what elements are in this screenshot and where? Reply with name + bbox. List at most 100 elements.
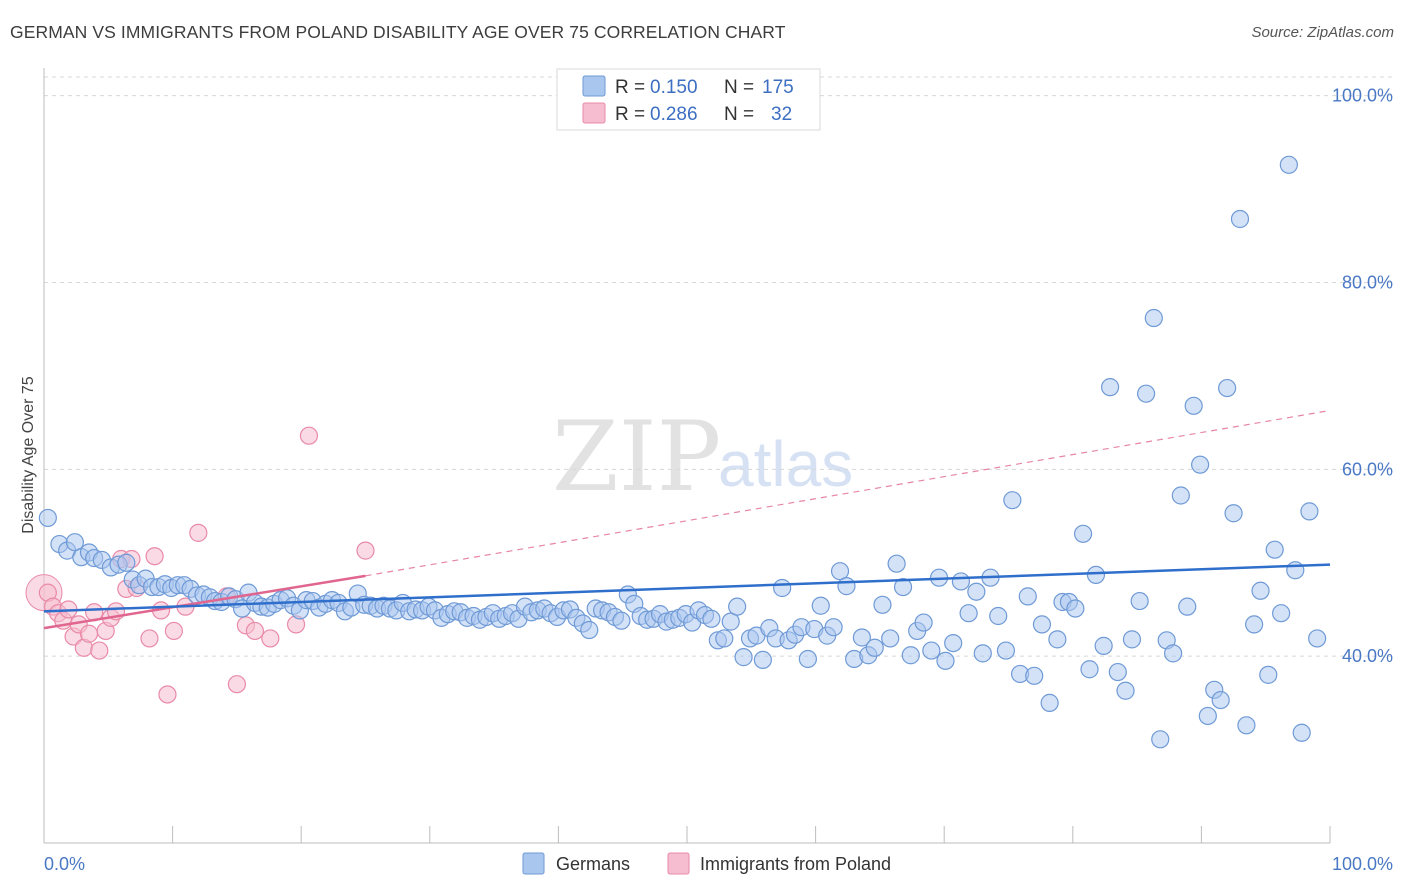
data-point-poland — [261, 629, 280, 648]
data-point-germans — [1066, 599, 1085, 618]
data-point-germans — [1094, 636, 1113, 655]
data-point-germans — [1211, 690, 1230, 710]
data-point-germans — [1218, 378, 1237, 398]
data-point-germans — [1178, 597, 1197, 616]
chart-title: GERMAN VS IMMIGRANTS FROM POLAND DISABIL… — [10, 22, 786, 42]
data-point-germans — [852, 628, 871, 647]
legend-r-value: 0.286 — [650, 104, 698, 125]
bottom-legend-swatch-germans — [522, 852, 545, 875]
data-point-germans — [1171, 486, 1190, 505]
y-tick-label: 40.0% — [1342, 646, 1393, 666]
data-point-germans — [1018, 587, 1037, 606]
legend-r-label: R = — [615, 77, 645, 98]
data-point-germans — [1237, 716, 1256, 735]
data-point-germans — [734, 648, 753, 667]
data-point-germans — [1151, 730, 1170, 749]
data-point-germans — [967, 582, 986, 601]
data-point-germans — [1191, 455, 1210, 474]
data-point-germans — [1003, 491, 1022, 510]
data-point-germans — [1259, 665, 1278, 684]
data-point-germans — [702, 609, 721, 628]
data-point-germans — [1130, 591, 1149, 611]
watermark-atlas: atlas — [718, 428, 853, 500]
germans-points — [38, 155, 1327, 749]
data-point-germans — [1086, 565, 1106, 585]
data-point-germans — [973, 644, 992, 663]
data-point-poland — [79, 624, 99, 643]
bottom-legend-germans: Germans — [556, 854, 630, 874]
watermark: ZIP atlas — [552, 401, 853, 513]
legend-n-label: N = — [724, 77, 754, 98]
data-point-germans — [753, 650, 772, 670]
trend-lines — [43, 409, 1331, 630]
data-point-germans — [887, 554, 906, 573]
data-point-germans — [1080, 660, 1099, 679]
data-point-germans — [1251, 581, 1270, 600]
x-tick-label: 100.0% — [1332, 854, 1393, 874]
watermark-zip: ZIP — [552, 401, 721, 513]
bottom-legend-poland: Immigrants from Poland — [700, 854, 891, 874]
data-point-germans — [1164, 644, 1183, 663]
axes — [43, 68, 1331, 844]
legend-r-label: R = — [615, 104, 645, 125]
data-point-germans — [1292, 723, 1311, 742]
legend-n-value: 32 — [771, 104, 792, 125]
data-point-germans — [1032, 615, 1052, 634]
legend-r-value: 0.150 — [650, 77, 698, 98]
data-point-germans — [1300, 502, 1319, 521]
data-point-germans — [1122, 630, 1142, 649]
data-point-poland — [227, 675, 246, 694]
data-point-germans — [936, 651, 955, 670]
data-point-germans — [1144, 308, 1163, 328]
data-point-germans — [873, 595, 892, 614]
data-point-germans — [837, 577, 856, 596]
data-point-germans — [38, 508, 57, 528]
data-point-germans — [1224, 504, 1243, 523]
data-point-poland — [90, 641, 109, 660]
legend-swatch-germans — [582, 75, 606, 97]
data-point-germans — [1048, 630, 1067, 649]
data-point-germans — [1308, 629, 1327, 648]
data-point-germans — [1025, 666, 1044, 685]
data-point-poland — [245, 621, 265, 641]
data-point-germans — [893, 577, 913, 597]
data-point-germans — [865, 638, 884, 657]
y-tick-label: 80.0% — [1342, 273, 1393, 293]
data-point-germans — [1184, 396, 1203, 415]
legend-swatch-poland — [582, 102, 606, 124]
data-point-germans — [1040, 693, 1059, 712]
data-point-germans — [798, 649, 817, 669]
data-point-germans — [1137, 384, 1156, 403]
data-point-poland — [356, 541, 375, 560]
y-axis-label: Disability Age Over 75 — [20, 376, 37, 534]
data-point-germans — [721, 612, 740, 631]
data-point-germans — [1279, 155, 1298, 174]
x-tick-label: 0.0% — [44, 854, 85, 874]
data-point-germans — [1230, 209, 1250, 229]
y-tick-label: 60.0% — [1342, 459, 1393, 479]
data-point-germans — [1286, 561, 1305, 580]
bottom-legend: Germans Immigrants from Poland — [522, 852, 891, 875]
data-point-germans — [1108, 662, 1127, 682]
data-point-poland — [145, 547, 164, 566]
data-point-germans — [773, 578, 792, 598]
data-point-germans — [914, 613, 933, 632]
data-point-germans — [830, 562, 850, 581]
data-point-germans — [1073, 524, 1093, 543]
data-point-germans — [715, 629, 734, 648]
data-point-germans — [580, 620, 599, 640]
legend-n-value: 175 — [762, 77, 794, 98]
data-point-poland — [158, 685, 177, 704]
trend-line-poland — [43, 574, 366, 630]
data-point-germans — [1100, 378, 1120, 397]
bottom-legend-swatch-poland — [667, 852, 690, 875]
data-point-germans — [881, 629, 900, 648]
data-point-germans — [1116, 681, 1135, 700]
data-point-germans — [1198, 706, 1217, 726]
data-point-germans — [1265, 540, 1284, 559]
data-point-germans — [996, 641, 1016, 660]
data-point-germans — [811, 596, 830, 615]
poland-points — [25, 426, 375, 704]
legend-n-label: N = — [724, 104, 754, 125]
